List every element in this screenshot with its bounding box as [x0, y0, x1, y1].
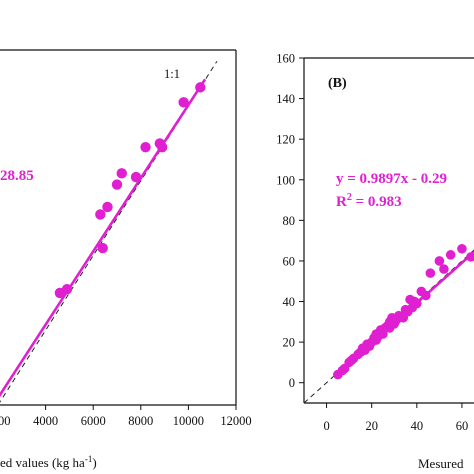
- data-point: [61, 283, 73, 295]
- x-tick-label: 4000: [33, 414, 58, 428]
- data-point: [157, 141, 168, 153]
- y-tick-label: 40: [283, 295, 296, 309]
- data-point: [102, 201, 113, 213]
- data-point: [425, 268, 436, 278]
- data-point: [445, 250, 456, 260]
- data-point: [457, 243, 467, 254]
- data-point: [421, 290, 431, 301]
- data-point: [97, 242, 108, 254]
- data-point: [140, 141, 151, 153]
- data-point: [116, 168, 127, 179]
- panel-label: (B): [328, 76, 347, 91]
- fit-equation: y = 0.9897x - 0.29: [336, 171, 447, 187]
- x-tick-label: 6000: [81, 414, 106, 428]
- x-tick-label: 8000: [128, 414, 153, 428]
- panel-b: 0 20 40 60 80 100 120 140 160 0 20 40 60 (B) y = 0.989…: [276, 52, 474, 471]
- data-point: [466, 252, 474, 262]
- y-tick-label: 160: [276, 52, 295, 66]
- x-tick-label: 60: [456, 419, 469, 433]
- y-tick-label: 20: [283, 336, 296, 350]
- fit-equation: 28.85: [0, 168, 34, 184]
- data-point: [439, 264, 449, 274]
- y-tick-label: 60: [283, 254, 296, 268]
- panel-a: 2000 4000 6000 8000 10000 12000 1:1 28.85 ed val…: [0, 49, 252, 470]
- x-tick-label: 10000: [173, 414, 204, 428]
- x-tick-label: 12000: [220, 414, 251, 428]
- data-point: [130, 171, 142, 183]
- one-to-one-line: [0, 60, 218, 403]
- y-tick-label: 100: [276, 173, 295, 187]
- x-axis-title: Mesured: [418, 456, 464, 471]
- x-tick-label: 20: [365, 419, 378, 433]
- y-tick-label: 80: [283, 214, 296, 228]
- x-axis-title: ed values (kg ha-1): [0, 454, 97, 470]
- data-point: [111, 179, 123, 190]
- x-tick-label: 0: [323, 419, 329, 433]
- data-point: [178, 97, 189, 108]
- one-to-one-label: 1:1: [164, 67, 180, 81]
- x-tick-label: 40: [411, 419, 424, 433]
- y-tick-label: 0: [289, 376, 295, 390]
- r-squared: R2 = 0.983: [336, 192, 402, 210]
- data-point: [195, 82, 206, 93]
- data-point: [95, 209, 106, 220]
- y-tick-label: 140: [276, 92, 295, 106]
- y-tick-label: 120: [276, 133, 295, 147]
- data-point: [434, 256, 445, 266]
- x-tick-label: 2000: [0, 414, 11, 428]
- fit-line: [0, 78, 207, 398]
- data-point: [412, 298, 422, 309]
